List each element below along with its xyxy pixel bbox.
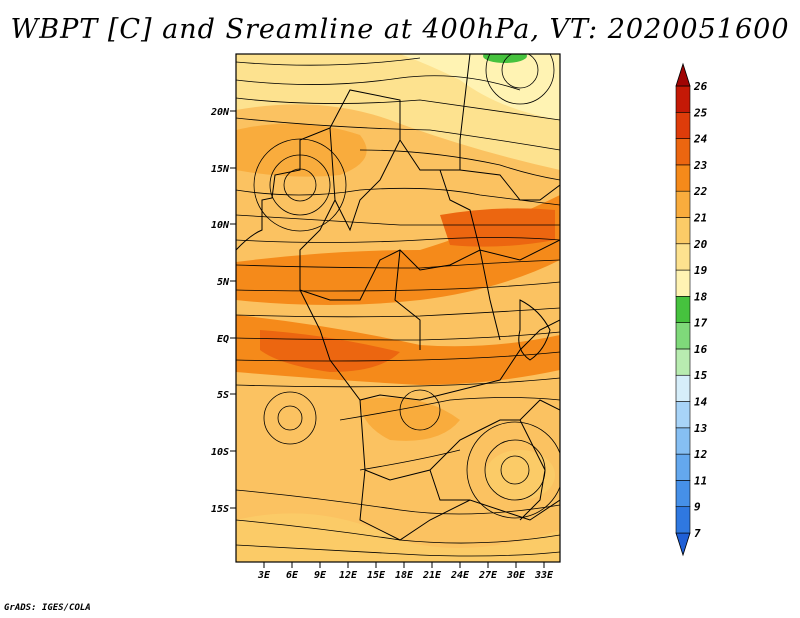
lat-tick: 20N — [210, 107, 236, 118]
lat-label-20n: 20N — [210, 107, 230, 118]
longitude-axis: 3E 6E 9E 12E 15E 18E 21E 24E 27E 30E 33E — [257, 562, 554, 581]
lon-label-27e: 27E — [478, 570, 498, 581]
colorbar-label: 12 — [694, 448, 708, 461]
colorbar: 7 9 11 12 13 14 15 16 17 18 19 20 21 22 23 24 25 26 — [675, 62, 708, 557]
lon-tick: 30E — [506, 562, 526, 581]
lon-label-6e: 6E — [286, 570, 299, 581]
lat-tick: EQ — [217, 334, 236, 345]
colorbar-swatch — [675, 506, 691, 534]
lat-label-10s: 10S — [211, 447, 229, 458]
colorbar-label: 15 — [694, 369, 708, 382]
colorbar-swatch — [675, 269, 691, 297]
colorbar-min-arrow — [675, 532, 691, 557]
colorbar-label: 14 — [694, 396, 708, 409]
colorbar-swatch — [675, 401, 691, 429]
colorbar-swatch — [675, 348, 691, 376]
colorbar-swatch — [675, 190, 691, 218]
colorbar-label: 21 — [693, 211, 707, 224]
colorbar-swatch — [675, 374, 691, 402]
lon-label-24e: 24E — [450, 570, 470, 581]
colorbar-label: 25 — [693, 106, 708, 119]
latitude-axis: 20N 15N 10N 5N EQ 5S 10S 15S — [210, 107, 236, 515]
lon-tick: 18E — [395, 562, 414, 581]
lon-tick: 27E — [478, 562, 498, 581]
colorbar-swatch — [675, 243, 691, 271]
colorbar-label: 26 — [693, 80, 708, 93]
lon-tick: 24E — [450, 562, 470, 581]
lon-tick: 15E — [367, 562, 386, 581]
lon-tick: 21E — [422, 562, 442, 581]
colorbar-label: 18 — [694, 290, 708, 303]
colorbar-swatch — [675, 427, 691, 455]
country-borders — [236, 54, 560, 541]
lon-label-12e: 12E — [339, 570, 358, 581]
colorbar-label: 13 — [694, 422, 708, 435]
footer-credit: GrADS: IGES/COLA — [4, 603, 91, 613]
colorbar-swatch — [675, 322, 691, 350]
colorbar-label: 11 — [694, 474, 707, 487]
colorbar-label: 7 — [694, 527, 701, 540]
lat-label-eq: EQ — [217, 334, 229, 345]
colorbar-label: 24 — [693, 133, 708, 146]
lon-label-21e: 21E — [422, 570, 442, 581]
colorbar-swatch — [675, 296, 691, 323]
lon-label-9e: 9E — [314, 570, 327, 581]
colorbar-swatch — [675, 217, 691, 245]
colorbar-label: 22 — [693, 185, 708, 198]
lat-label-15s: 15S — [211, 504, 229, 515]
map-title: WBPT [C] and Sreamline at 400hPa, VT: 20… — [10, 14, 790, 45]
lat-label-5n: 5N — [217, 277, 230, 288]
lat-tick: 10N — [211, 220, 236, 231]
lat-tick: 15N — [211, 164, 236, 175]
lon-tick: 9E — [314, 562, 327, 581]
lat-tick: 10S — [211, 447, 236, 458]
lon-label-30e: 30E — [506, 570, 526, 581]
colorbar-label: 17 — [694, 317, 708, 330]
colorbar-max-arrow — [675, 62, 691, 87]
colorbar-swatch — [675, 138, 691, 166]
colorbar-label: 20 — [693, 238, 708, 251]
colorbar-label: 16 — [694, 343, 708, 356]
colorbar-swatch — [675, 480, 691, 508]
lat-label-5s: 5S — [217, 390, 229, 401]
lon-tick: 33E — [534, 562, 554, 581]
colorbar-swatch — [675, 453, 691, 481]
lat-label-15n: 15N — [211, 164, 230, 175]
plot-frame — [235, 53, 561, 563]
lon-label-18e: 18E — [395, 570, 414, 581]
colorbar-label: 23 — [693, 159, 708, 172]
lon-tick: 12E — [339, 562, 358, 581]
colorbar-swatch — [675, 164, 691, 192]
colorbar-label: 9 — [694, 501, 701, 514]
wbpt-shading — [236, 54, 560, 562]
colorbar-label: 19 — [694, 264, 708, 277]
lon-tick: 3E — [257, 562, 271, 581]
lon-tick: 6E — [286, 562, 299, 581]
lat-tick: 5N — [217, 277, 236, 288]
lon-label-3e: 3E — [257, 570, 271, 581]
lat-tick: 15S — [211, 504, 236, 515]
lat-label-10n: 10N — [211, 220, 230, 231]
colorbar-swatch — [675, 85, 691, 113]
colorbar-swatch — [675, 111, 691, 139]
lon-label-33e: 33E — [534, 570, 554, 581]
lon-label-15e: 15E — [367, 570, 386, 581]
lat-tick: 5S — [217, 390, 236, 401]
